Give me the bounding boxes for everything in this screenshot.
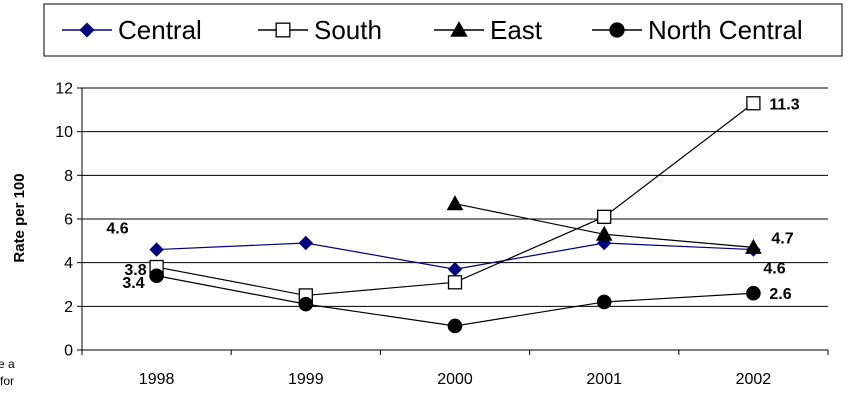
legend-marker: [609, 22, 625, 38]
data-label-central: 4.6: [106, 221, 128, 238]
data-point-south: [746, 96, 761, 111]
data-point-central: [298, 235, 314, 251]
y-tick-label: 6: [64, 212, 73, 229]
data-point-central: [447, 262, 463, 277]
data-point-central: [149, 242, 164, 257]
legend-label: Central: [118, 15, 202, 45]
cutoff-text-1: e a: [0, 357, 15, 371]
x-tick-label: 2002: [736, 371, 772, 388]
series-east: [446, 195, 762, 254]
legend-item-north-central: North Central: [592, 15, 803, 45]
legend-label: North Central: [648, 15, 803, 45]
legend-marker: [450, 21, 468, 37]
data-label-central: 4.6: [763, 261, 785, 278]
data-label-east: 4.7: [771, 230, 793, 247]
data-point-east: [595, 225, 613, 241]
y-tick-label: 8: [64, 168, 73, 185]
data-labels: 4.6 4.6 3.8 11.3 4.7 3.4 2.6: [106, 96, 799, 303]
data-label-south: 3.8: [124, 262, 146, 279]
legend-label: South: [314, 15, 382, 45]
legend-marker: [275, 22, 291, 38]
data-label-south: 11.3: [769, 96, 799, 113]
data-label-north-central: 3.4: [122, 275, 144, 292]
y-tick-label: 10: [55, 124, 73, 141]
legend-item-central: Central: [62, 15, 202, 45]
data-label-north-central: 2.6: [769, 286, 791, 303]
legend-label: East: [490, 15, 543, 45]
x-tick-label: 1998: [139, 371, 175, 388]
x-tick-label: 1999: [288, 371, 324, 388]
data-point-north-central: [298, 296, 314, 312]
x-tick-label: 2000: [437, 371, 473, 388]
axes: 0 2 4 6 8 10 12 1998 1999 2000 2001 2002: [55, 81, 829, 388]
y-axis-label: Rate per 100: [11, 173, 28, 262]
series-central: [149, 235, 761, 277]
data-point-east: [446, 195, 464, 211]
series-group: [149, 96, 762, 334]
legend-item-east: East: [434, 15, 543, 45]
data-point-east: [745, 238, 762, 254]
legend-item-south: South: [258, 15, 382, 45]
data-point-south: [597, 209, 612, 224]
data-point-north-central: [596, 294, 612, 310]
y-tick-label: 0: [64, 343, 73, 360]
y-tick-label: 2: [64, 299, 73, 316]
y-tick-label: 4: [64, 255, 73, 272]
legend: Central South East North Central: [43, 3, 843, 57]
series-north-central: [149, 268, 761, 334]
data-point-north-central: [447, 318, 463, 334]
legend-marker: [79, 22, 95, 38]
y-tick-label: 12: [55, 81, 73, 98]
data-point-south: [447, 275, 463, 290]
cutoff-text-2: for: [0, 374, 14, 388]
data-point-north-central: [746, 285, 761, 301]
data-point-north-central: [149, 268, 164, 284]
x-tick-label: 2001: [586, 371, 622, 388]
